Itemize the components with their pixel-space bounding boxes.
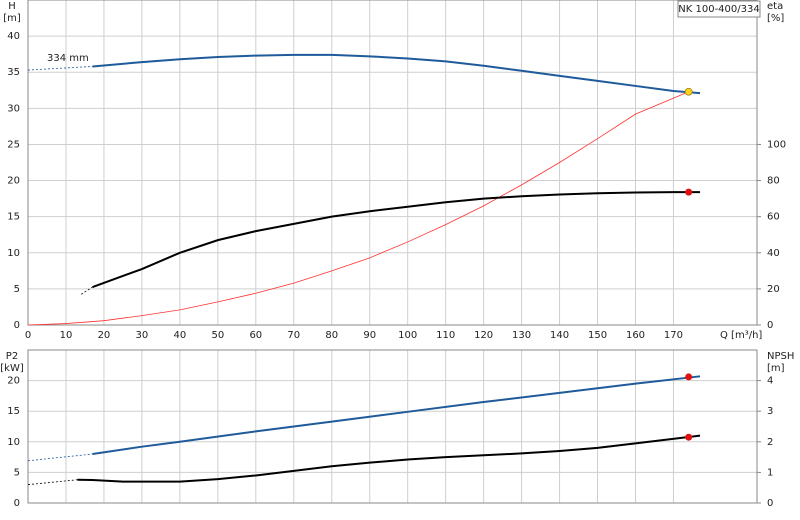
y2-tick-label: 1 bbox=[767, 467, 773, 478]
x-tick-label: 40 bbox=[174, 330, 187, 341]
curve bbox=[92, 53, 701, 95]
curve bbox=[27, 453, 93, 462]
y2-tick-label: 40 bbox=[767, 248, 780, 259]
duty-point bbox=[685, 373, 693, 381]
y2-tick-label: 100 bbox=[767, 139, 786, 150]
y2-tick-label: 3 bbox=[767, 406, 773, 417]
x-tick-label: 170 bbox=[664, 330, 683, 341]
y2-tick-label: 4 bbox=[767, 376, 773, 387]
x-tick-label: 30 bbox=[136, 330, 149, 341]
y2-axis-label: NPSH bbox=[767, 351, 794, 362]
x-tick-label: 130 bbox=[512, 330, 531, 341]
y2-axis-label: eta bbox=[767, 1, 783, 12]
curve bbox=[77, 434, 701, 483]
y-axis-unit: [m] bbox=[3, 13, 21, 24]
curve-annotation: 334 mm bbox=[47, 53, 89, 64]
curve bbox=[27, 479, 78, 486]
x-tick-label: 10 bbox=[60, 330, 73, 341]
y2-tick-label: 20 bbox=[767, 284, 780, 295]
y-tick-label: 0 bbox=[14, 320, 20, 331]
curve bbox=[92, 191, 701, 289]
curve bbox=[92, 375, 701, 456]
x-tick-label: 60 bbox=[249, 330, 262, 341]
x-tick-label: 90 bbox=[363, 330, 376, 341]
y-tick-label: 20 bbox=[7, 176, 20, 187]
duty-point bbox=[685, 433, 693, 441]
y2-tick-label: 80 bbox=[767, 176, 780, 187]
x-tick-label: 50 bbox=[211, 330, 224, 341]
x-axis-label: Q [m³/h] bbox=[720, 330, 762, 341]
x-tick-label: 110 bbox=[436, 330, 455, 341]
y2-axis-unit: [%] bbox=[767, 13, 784, 24]
y2-tick-label: 0 bbox=[767, 320, 773, 331]
y-axis-label: P2 bbox=[6, 351, 18, 362]
x-tick-label: 0 bbox=[25, 330, 31, 341]
curve bbox=[80, 286, 93, 295]
x-tick-label: 150 bbox=[588, 330, 607, 341]
title-box bbox=[677, 0, 761, 18]
duty-point bbox=[684, 87, 693, 96]
y-tick-label: 35 bbox=[7, 67, 20, 78]
y-tick-label: 30 bbox=[7, 103, 20, 114]
y2-tick-label: 60 bbox=[767, 212, 780, 223]
x-tick-label: 140 bbox=[550, 330, 569, 341]
y-tick-label: 40 bbox=[7, 31, 20, 42]
y-tick-label: 15 bbox=[7, 212, 20, 223]
duty-point bbox=[685, 188, 693, 196]
y-axis-unit: [kW] bbox=[0, 363, 24, 374]
y2-tick-label: 2 bbox=[767, 437, 773, 448]
y-tick-label: 0 bbox=[14, 498, 20, 509]
y-tick-label: 20 bbox=[7, 376, 20, 387]
y-tick-label: 5 bbox=[14, 284, 20, 295]
x-tick-label: 160 bbox=[626, 330, 645, 341]
plot-frame bbox=[27, 0, 758, 326]
x-tick-label: 100 bbox=[398, 330, 417, 341]
x-tick-label: 80 bbox=[325, 330, 338, 341]
x-tick-label: 120 bbox=[474, 330, 493, 341]
y-tick-label: 15 bbox=[7, 406, 20, 417]
x-tick-label: 20 bbox=[98, 330, 111, 341]
curve bbox=[27, 66, 93, 71]
chart-title: NK 100-400/334 bbox=[678, 4, 759, 15]
x-tick-label: 70 bbox=[287, 330, 300, 341]
plot-frame bbox=[27, 349, 758, 504]
y-tick-label: 25 bbox=[7, 139, 20, 150]
curve bbox=[27, 91, 689, 326]
y-tick-label: 10 bbox=[7, 437, 20, 448]
x-label-bg bbox=[718, 328, 756, 342]
y-axis-label: H bbox=[8, 1, 16, 12]
y2-tick-label: 0 bbox=[767, 498, 773, 509]
y-tick-label: 10 bbox=[7, 248, 20, 259]
y-tick-label: 5 bbox=[14, 467, 20, 478]
y2-axis-unit: [m] bbox=[767, 363, 785, 374]
